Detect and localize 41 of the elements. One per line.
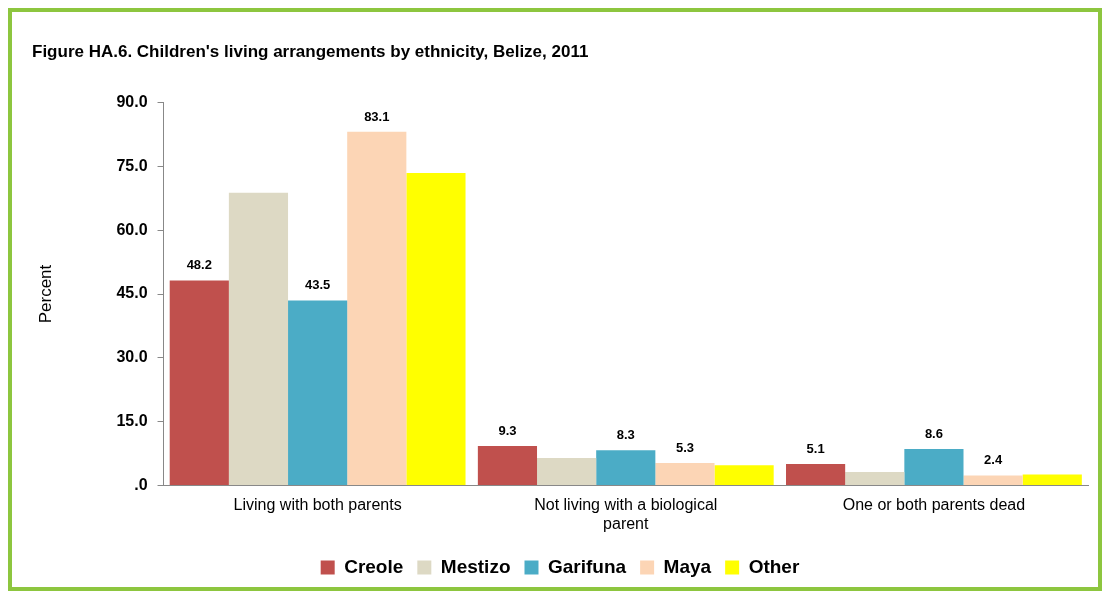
bar [347, 131, 407, 486]
x-tick-label: Not living with a biological parent [534, 495, 718, 532]
x-tick-label: Living with both parents [233, 495, 402, 513]
y-tick-label: 90.0 [116, 92, 148, 110]
legend-label: Mestizo [440, 555, 511, 577]
data-label: 8.6 [924, 426, 943, 442]
bar [477, 446, 538, 486]
bar [1022, 474, 1082, 486]
chart-title: Figure HA.6. Children's living arrangements by ethnicity, Belize, 2011 [32, 41, 589, 61]
y-tick-label: 45.0 [116, 284, 148, 302]
bar [169, 280, 229, 486]
y-tick-label: .0 [134, 476, 148, 494]
legend-label: Garifuna [547, 555, 627, 577]
legend-label: Other [748, 555, 800, 577]
data-label: 5.1 [806, 440, 825, 456]
bar [845, 471, 905, 486]
bar [963, 475, 1023, 486]
data-label: 2.4 [984, 452, 1003, 468]
data-label: 83.1 [364, 108, 390, 124]
bar [655, 463, 715, 486]
y-axis-title: Percent [35, 264, 55, 324]
y-tick-label: 15.0 [116, 412, 148, 430]
legend-label: Creole [344, 555, 404, 577]
bar [288, 300, 348, 486]
bar [596, 450, 656, 486]
y-tick-label: 60.0 [116, 220, 148, 238]
data-label: 5.3 [675, 440, 694, 456]
data-label: 43.5 [304, 277, 331, 293]
bar [786, 463, 846, 486]
bar [406, 173, 466, 486]
bar [714, 465, 774, 486]
x-tick-label: One or both parents dead [842, 495, 1026, 513]
legend-label: Maya [663, 555, 712, 577]
y-tick-label: 75.0 [116, 156, 148, 174]
data-label: 48.2 [186, 257, 212, 273]
data-label: 9.3 [498, 423, 517, 439]
y-tick-label: 30.0 [116, 348, 148, 366]
data-label: 8.3 [616, 427, 635, 443]
bar [537, 457, 597, 486]
bar [228, 192, 289, 486]
bar [904, 448, 964, 486]
